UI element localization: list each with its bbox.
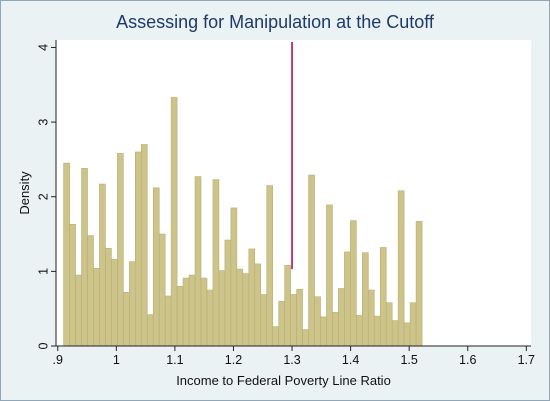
histogram-bar (332, 312, 339, 347)
histogram-bar (105, 247, 112, 347)
histogram-bar (146, 314, 154, 347)
histogram-bar (230, 207, 238, 347)
histogram-bar (290, 294, 297, 347)
histogram-bar (236, 268, 244, 347)
histogram-bar (296, 288, 303, 347)
x-tick-label: 1.1 (166, 353, 183, 367)
histogram-bar (123, 291, 130, 347)
y-tick-label: 2 (36, 193, 50, 200)
histogram-bar (164, 295, 172, 347)
histogram-bar (379, 247, 387, 347)
histogram-bar (63, 162, 70, 347)
histogram-bar (397, 190, 405, 347)
histogram-bar (248, 248, 256, 347)
histogram-bar (75, 274, 82, 347)
histogram-bar (170, 97, 178, 347)
y-tick-label: 4 (36, 44, 50, 51)
histogram-bar (326, 204, 333, 347)
histogram-bar (158, 233, 166, 347)
histogram-bar (385, 302, 393, 347)
histogram-bar (182, 277, 190, 347)
histogram-bar (152, 187, 160, 347)
axes (55, 40, 531, 347)
histogram-bar (272, 326, 279, 347)
histogram-bar (242, 273, 250, 347)
histogram-bar (409, 302, 417, 347)
histogram-bar (212, 179, 220, 347)
histogram-bar (362, 252, 369, 347)
histogram-bar (99, 183, 106, 347)
histogram-bar (284, 265, 291, 347)
histogram-bar (278, 300, 285, 347)
histogram-bar (403, 322, 411, 347)
histogram-bar (367, 289, 375, 347)
y-tick-label: 3 (36, 119, 50, 126)
histogram-bar (356, 315, 363, 347)
histogram-bar (135, 151, 142, 347)
x-axis-title: Income to Federal Poverty Line Ratio (176, 373, 391, 388)
histogram-bar (344, 251, 351, 347)
x-tick-label: 1.7 (518, 353, 535, 367)
histogram-bar (200, 277, 208, 347)
histogram-bar (320, 316, 327, 347)
histogram-bar (111, 259, 118, 347)
histogram-bar (140, 144, 148, 347)
histogram-bar (218, 270, 226, 347)
histogram-bar (224, 239, 232, 347)
histogram-bars (63, 97, 423, 347)
y-axis-title: Density (17, 171, 32, 215)
y-tick-label: 1 (36, 268, 50, 275)
histogram-bar (81, 168, 88, 347)
histogram-bar (254, 263, 262, 347)
x-tick-label: 1.2 (225, 353, 242, 367)
histogram-bar (260, 294, 268, 347)
histogram-bar (194, 176, 202, 347)
histogram-bar (314, 296, 321, 347)
histogram-bar (87, 235, 94, 347)
x-tick-label: 1.5 (400, 353, 417, 367)
histogram-bar (338, 288, 345, 347)
chart-title: Assessing for Manipulation at the Cutoff (116, 12, 434, 32)
ticks: 0 1 2 3 4 .9 1 1.1 1.2 1.3 1.4 1.5 1.6 1.7 (36, 44, 535, 367)
histogram-bar (302, 329, 309, 347)
x-tick-label: 1 (113, 353, 120, 367)
histogram-bar (391, 320, 399, 347)
histogram-bar (176, 285, 184, 347)
histogram-bar (188, 274, 196, 347)
histogram-bar (350, 220, 357, 347)
x-tick-label: 1.6 (459, 353, 476, 367)
histogram-bar (117, 153, 124, 347)
histogram-bar (308, 174, 315, 347)
histogram-bar (129, 261, 136, 347)
histogram-bar (266, 185, 274, 347)
histogram-bar (415, 221, 423, 347)
histogram-bar (93, 268, 100, 347)
y-tick-label: 0 (36, 342, 50, 349)
x-tick-label: 1.3 (283, 353, 300, 367)
histogram-bar (373, 315, 381, 347)
x-tick-label: .9 (53, 353, 63, 367)
histogram-bar (69, 224, 76, 347)
histogram-bar (206, 289, 214, 347)
x-tick-label: 1.4 (342, 353, 359, 367)
